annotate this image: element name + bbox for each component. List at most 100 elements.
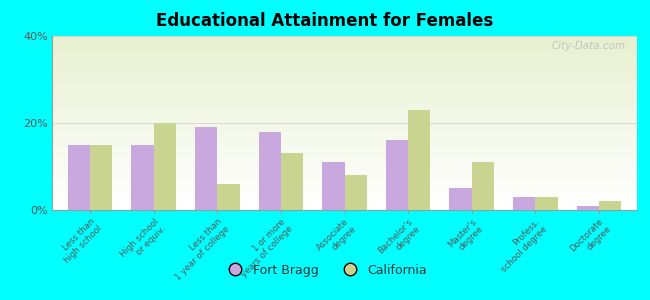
Bar bbox=[52, 201, 637, 203]
Bar bbox=[52, 100, 637, 102]
Bar bbox=[52, 173, 637, 175]
Bar bbox=[52, 142, 637, 144]
Bar bbox=[52, 92, 637, 93]
Bar bbox=[52, 57, 637, 58]
Bar bbox=[322, 162, 344, 210]
Bar bbox=[52, 160, 637, 161]
Bar bbox=[154, 123, 176, 210]
Bar bbox=[52, 179, 637, 180]
Bar bbox=[52, 50, 637, 52]
Bar bbox=[52, 36, 637, 38]
Bar bbox=[52, 81, 637, 83]
Bar bbox=[131, 145, 154, 210]
Bar bbox=[52, 38, 637, 40]
Bar bbox=[52, 158, 637, 160]
Bar bbox=[52, 132, 637, 134]
Bar bbox=[52, 167, 637, 168]
Bar bbox=[52, 165, 637, 167]
Bar bbox=[52, 48, 637, 50]
Bar bbox=[52, 186, 637, 188]
Bar bbox=[281, 154, 303, 210]
Bar bbox=[52, 109, 637, 111]
Bar bbox=[52, 90, 637, 92]
Bar bbox=[52, 206, 637, 208]
Bar bbox=[52, 137, 637, 139]
Bar bbox=[52, 149, 637, 151]
Bar bbox=[68, 145, 90, 210]
Legend: Fort Bragg, California: Fort Bragg, California bbox=[218, 259, 432, 282]
Bar bbox=[52, 184, 637, 186]
Bar bbox=[52, 85, 637, 86]
Bar bbox=[52, 43, 637, 45]
Bar bbox=[52, 144, 637, 146]
Bar bbox=[52, 118, 637, 119]
Bar bbox=[52, 205, 637, 206]
Bar bbox=[52, 154, 637, 156]
Bar bbox=[52, 93, 637, 95]
Bar bbox=[52, 189, 637, 191]
Bar bbox=[52, 175, 637, 177]
Bar bbox=[52, 172, 637, 173]
Bar bbox=[52, 46, 637, 48]
Bar bbox=[52, 67, 637, 69]
Bar bbox=[52, 97, 637, 99]
Text: City-Data.com: City-Data.com bbox=[551, 41, 625, 51]
Bar bbox=[52, 208, 637, 210]
Bar bbox=[52, 188, 637, 189]
Bar bbox=[52, 161, 637, 163]
Bar bbox=[52, 73, 637, 74]
Bar bbox=[449, 188, 472, 210]
Bar bbox=[52, 196, 637, 198]
Bar bbox=[386, 140, 408, 210]
Bar bbox=[52, 64, 637, 66]
Bar bbox=[52, 69, 637, 71]
Bar bbox=[52, 203, 637, 205]
Bar bbox=[52, 45, 637, 46]
Text: Educational Attainment for Females: Educational Attainment for Females bbox=[157, 12, 493, 30]
Bar bbox=[52, 99, 637, 100]
Bar bbox=[52, 107, 637, 109]
Bar bbox=[52, 83, 637, 85]
Bar bbox=[52, 170, 637, 172]
Bar bbox=[52, 182, 637, 184]
Bar bbox=[472, 162, 494, 210]
Bar bbox=[52, 112, 637, 114]
Bar bbox=[344, 175, 367, 210]
Bar bbox=[577, 206, 599, 210]
Bar bbox=[52, 127, 637, 128]
Bar bbox=[52, 128, 637, 130]
Bar bbox=[52, 139, 637, 140]
Bar bbox=[52, 135, 637, 137]
Bar bbox=[52, 78, 637, 80]
Bar bbox=[52, 194, 637, 196]
Bar bbox=[52, 76, 637, 78]
Bar bbox=[52, 111, 637, 112]
Bar bbox=[52, 62, 637, 64]
Bar bbox=[52, 146, 637, 147]
Bar bbox=[52, 86, 637, 88]
Bar bbox=[195, 127, 217, 210]
Bar bbox=[52, 198, 637, 200]
Bar bbox=[52, 153, 637, 154]
Bar bbox=[52, 163, 637, 165]
Bar bbox=[52, 119, 637, 121]
Bar bbox=[52, 53, 637, 55]
Bar bbox=[52, 66, 637, 67]
Bar bbox=[90, 145, 112, 210]
Bar bbox=[52, 102, 637, 104]
Bar bbox=[52, 71, 637, 73]
Bar bbox=[535, 197, 558, 210]
Bar bbox=[217, 184, 240, 210]
Bar bbox=[52, 106, 637, 107]
Bar bbox=[52, 104, 637, 106]
Bar bbox=[52, 60, 637, 62]
Bar bbox=[52, 147, 637, 149]
Bar bbox=[52, 180, 637, 182]
Bar bbox=[259, 132, 281, 210]
Bar bbox=[52, 130, 637, 132]
Bar bbox=[52, 55, 637, 57]
Bar bbox=[52, 114, 637, 116]
Bar bbox=[52, 177, 637, 179]
Bar bbox=[52, 123, 637, 125]
Bar bbox=[513, 197, 535, 210]
